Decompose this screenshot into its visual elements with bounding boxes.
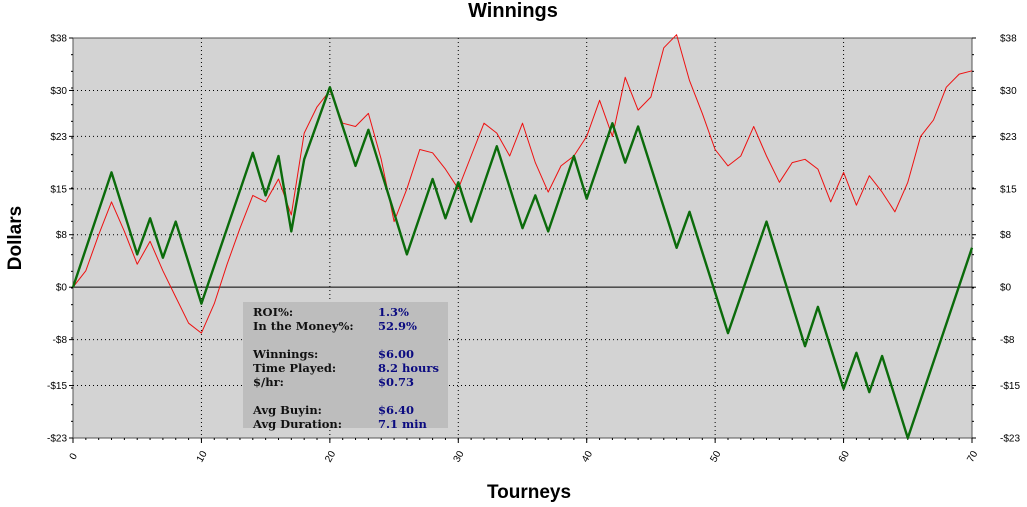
y-tick-label-left: $23 (50, 132, 67, 143)
stats-label: ROI%: (253, 305, 293, 319)
series-line-2 (71, 85, 974, 440)
y-tick-label-left: $30 (50, 86, 67, 97)
stats-value: 1.3% (378, 305, 409, 319)
x-tick-label: 70 (965, 449, 980, 465)
stats-label: Time Played: (253, 361, 336, 375)
y-tick-label-right: $0 (1000, 283, 1012, 294)
y-tick-label-left: $38 (50, 34, 67, 45)
y-tick-label-right: -$8 (1000, 335, 1015, 346)
y-tick-label-right: $15 (1000, 184, 1017, 195)
stats-label: Winnings: (252, 347, 318, 361)
stats-label: $/hr: (253, 375, 284, 389)
stats-box: ROI%: 1.3% In the Money%: 52.9% Winnings: $6.… (243, 302, 448, 431)
y-tick-label-left: -$15 (47, 381, 67, 392)
stats-label: Avg Duration: (252, 417, 342, 431)
grid-lines (73, 38, 972, 438)
y-tick-label-right: $30 (1000, 86, 1017, 97)
stats-value: 7.1 min (378, 417, 428, 431)
stats-label: In the Money%: (253, 319, 354, 333)
plot-area (72, 37, 973, 439)
stats-value: 8.2 hours (378, 361, 439, 375)
x-tick-label: 10 (195, 449, 210, 465)
x-tick-label: 0 (68, 451, 81, 462)
y-tick-label-left: $8 (56, 230, 68, 241)
stats-value: $0.73 (378, 375, 414, 389)
y-tick-label-left: -$8 (53, 335, 68, 346)
stats-value: 52.9% (378, 319, 417, 333)
x-tick-label: 20 (323, 449, 338, 465)
series-lines (71, 34, 974, 440)
y-tick-label-right: -$15 (1000, 381, 1020, 392)
y-tick-label-right: $38 (1000, 34, 1017, 45)
y-tick-label-right: $8 (1000, 230, 1012, 241)
series-line-1 (72, 34, 973, 334)
x-tick-label: 40 (580, 449, 595, 465)
y-axis-label: Dollars (5, 206, 26, 270)
axis-ticks: $38 $38 $30 $30 $23 $23 $15 $15 $8 $8 $0 $0 -$8 -$8 -$… (47, 34, 1020, 465)
y-tick-label-left: -$23 (47, 434, 67, 445)
y-tick-label-left: $0 (56, 283, 68, 294)
y-tick-label-right: $23 (1000, 132, 1017, 143)
x-axis-label: Tourneys (487, 482, 571, 503)
stats-label: Avg Buyin: (252, 403, 322, 417)
y-tick-label-left: $15 (50, 184, 67, 195)
stats-value: $6.00 (378, 347, 414, 361)
chart-title: Winnings (468, 0, 558, 22)
x-tick-label: 50 (708, 449, 723, 465)
x-tick-label: 30 (452, 449, 467, 465)
x-tick-label: 60 (837, 449, 852, 465)
stats-box-background (243, 302, 448, 428)
stats-value: $6.40 (378, 403, 414, 417)
y-tick-label-right: -$23 (1000, 434, 1020, 445)
